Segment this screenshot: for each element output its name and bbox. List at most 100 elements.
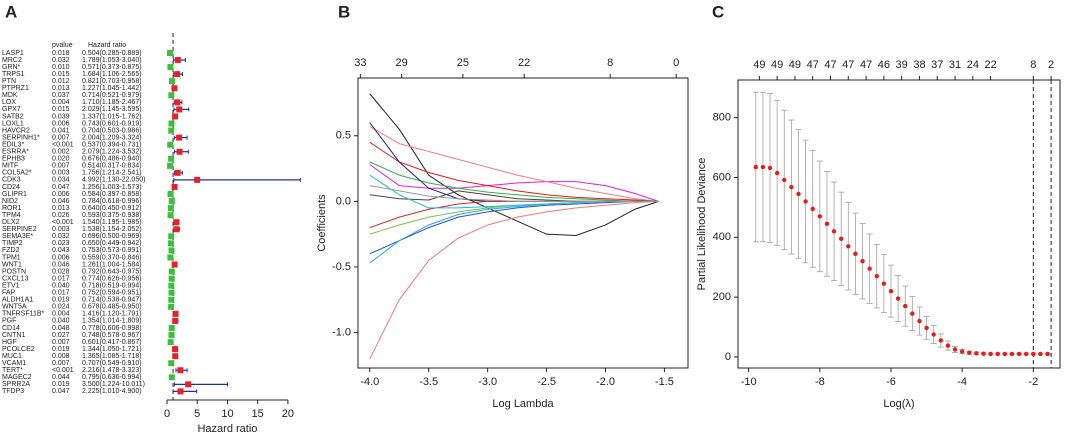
cv-point [867, 266, 872, 271]
gene-name: SERPINH1* [2, 134, 40, 141]
p-value: 0.018 [52, 50, 70, 57]
hr-square [167, 191, 174, 197]
hr-label: 2.079(1.224-3.532) [82, 149, 142, 156]
coef-path [369, 164, 659, 202]
gene-name: ETV1 [2, 282, 20, 289]
top-tick-label: 47 [824, 59, 836, 71]
p-value: 0.046 [52, 261, 70, 268]
hr-square [176, 106, 183, 113]
hr-square [168, 275, 175, 282]
cv-point [838, 236, 844, 242]
x-tick-label: -2.5 [537, 376, 556, 388]
hr-square [194, 176, 201, 183]
hr-square [172, 113, 179, 120]
gene-name: EDIL3* [2, 141, 24, 148]
p-value: 0.040 [52, 282, 70, 289]
hr-label: 0.778(0.606-0.998) [82, 325, 142, 332]
top-tick-label: 49 [771, 59, 783, 71]
gene-name: NID2 [2, 198, 18, 205]
gene-name: WNT5A [2, 304, 27, 311]
coef-path [369, 190, 659, 202]
p-value: 0.027 [52, 332, 70, 339]
x-tick-label: -1.5 [655, 376, 674, 388]
p-value: 0.010 [52, 64, 70, 71]
hr-square [167, 64, 174, 71]
p-value: 0.043 [52, 247, 70, 254]
hr-label: 0.714(0.538-0.947) [82, 297, 142, 304]
gene-name: GRN* [2, 64, 21, 71]
hr-label: 1.789(1.053-3.040) [82, 57, 142, 64]
x-tick-label: -2 [1028, 376, 1038, 388]
hr-label: 0.774(0.626-0.956) [82, 275, 142, 282]
x-axis-label: Log Lambda [492, 398, 554, 410]
hr-label: 1.261(1.004-1.584) [82, 261, 142, 268]
x-tick-label: 20 [282, 408, 294, 420]
top-tick-label: 33 [354, 57, 366, 69]
hr-square [168, 296, 175, 303]
hr-label: 0.504(0.285-0.889) [82, 50, 142, 57]
cv-point [782, 177, 787, 183]
hr-square [172, 317, 179, 324]
y-tick-label: 800 [713, 112, 731, 124]
gene-name: MUC1 [2, 353, 22, 360]
cv-point [981, 351, 986, 356]
gene-name: SPRR2A [2, 381, 30, 388]
cv-point [917, 318, 922, 324]
p-value: 0.037 [52, 92, 70, 99]
hr-square [172, 346, 179, 353]
cv-point [1023, 351, 1029, 357]
hr-square [174, 57, 181, 64]
hr-label: 0.707(0.549-0.910) [82, 360, 142, 367]
cv-point [846, 244, 851, 249]
hr-square [167, 205, 174, 212]
y-tick-label: 0.5 [336, 130, 351, 142]
p-value: 0.002 [52, 149, 70, 156]
hr-label: 0.714(0.521-0.979) [82, 92, 142, 99]
x-tick-label: -8 [815, 376, 825, 388]
p-value: 0.019 [52, 381, 70, 388]
hr-label: 0.718(0.519-0.994) [82, 282, 142, 289]
p-value: 0.041 [52, 127, 70, 134]
cv-point [796, 191, 801, 197]
p-value: 0.047 [52, 388, 70, 395]
cv-point [1038, 351, 1043, 357]
gene-name: LASP1 [2, 50, 24, 57]
gene-name: TFDP3 [2, 388, 24, 395]
top-tick-label: 29 [395, 57, 407, 69]
y-tick-label: 600 [713, 171, 731, 183]
top-tick-label: 31 [949, 59, 961, 71]
hr-square [167, 50, 174, 56]
cv-point [831, 229, 837, 234]
hr-label: 1.337(1.015-1.762) [82, 113, 142, 120]
hr-label: 1.365(1.085-1.718) [82, 353, 142, 360]
hr-square [172, 310, 179, 317]
hr-label: 1.710(1.185-2.467) [82, 99, 142, 106]
p-value: 0.034 [52, 177, 70, 184]
cv-point [1016, 351, 1022, 357]
hr-square [168, 92, 175, 99]
coef-path [369, 93, 659, 236]
hr-square [168, 127, 175, 134]
x-tick-label: -6 [886, 376, 896, 388]
hr-square [174, 169, 181, 176]
p-value: 0.019 [52, 346, 70, 353]
gene-name: FAP [2, 290, 16, 297]
cv-point [774, 170, 780, 176]
gene-name: TERT* [2, 367, 23, 374]
p-value: 0.023 [52, 240, 70, 247]
cv-point [824, 221, 830, 227]
gene-name: LOX [2, 99, 16, 106]
cv-point [967, 350, 972, 355]
gene-name: TRPS1 [2, 71, 25, 78]
hr-label: 0.650(0.449-0.942) [82, 240, 142, 247]
cv-point [995, 351, 1000, 357]
hr-square [174, 99, 181, 106]
cv-point [945, 343, 951, 348]
hr-square [167, 141, 174, 148]
hr-label: 0.748(0.578-0.967) [82, 332, 142, 339]
hr-label: 1.256(1.003-1.573) [82, 184, 142, 191]
coef-path [369, 200, 659, 255]
x-tick-label: 15 [252, 408, 264, 420]
gene-name: VCAM1 [2, 360, 26, 367]
hr-label: 2.004(1.209-3.324) [82, 134, 142, 141]
